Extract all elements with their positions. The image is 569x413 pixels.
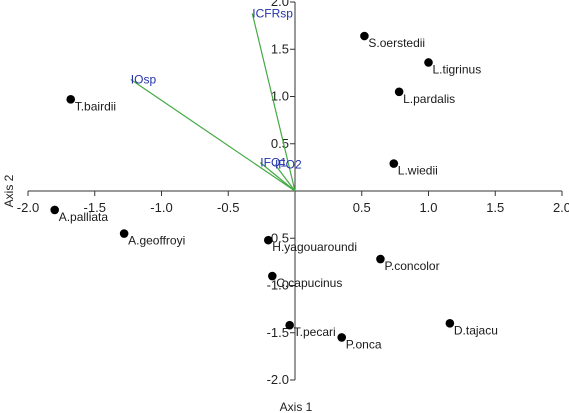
axes: -2.0 -1.5 -1.0 -0.5 0.5 1.0 1.5 2.0 2.0 1.5 1.0 0.5… [17,0,569,387]
point-label: P.onca [346,337,382,351]
y-tick-label: -2.0 [267,372,289,387]
y-tick-label: 1.5 [271,41,289,56]
point-label: A.palliata [59,210,109,224]
point-label: L.pardalis [403,92,455,106]
data-point [285,320,294,330]
x-tick-label: 1.5 [486,200,504,215]
data-point [119,229,129,238]
data-point [268,271,277,281]
x-tick-label: -2.0 [17,200,39,215]
data-point [66,95,76,104]
x-tick-label: 1.0 [419,200,437,215]
point-label: T.bairdii [75,99,116,113]
point-label: C.capucinus [276,276,342,290]
data-point [337,333,347,342]
x-tick-label: -0.5 [217,200,239,215]
data-point [360,31,369,41]
point-label: T.pecari [294,325,336,339]
data-point [424,58,433,67]
vector-label: IOsp [131,72,157,86]
y-tick-label: 0.5 [271,136,289,151]
loading-vector [251,13,296,192]
point-label: A.geoffroyi [128,234,185,248]
y-tick-label: -1.0 [267,278,289,293]
y-axis-title: Axis 2 [2,174,16,207]
y-tick-label: -1.5 [267,325,289,340]
loading-vector [130,78,296,192]
point-label: H.yagouaroundi [272,240,357,254]
data-point [394,87,404,97]
vector-label: IFO2 [275,158,302,172]
data-point [50,205,59,215]
x-tick-label: 0.5 [353,200,371,215]
data-point [389,159,399,168]
vector-label: ICFRsp [252,6,293,20]
point-label: L.wiedii [398,164,438,178]
points: S.oerstedii L.tigrinus L.pardalis T.bairdii… [50,31,498,351]
loading-vector [259,162,296,192]
point-label: S.oerstedii [368,36,425,50]
point-label: P.concolor [384,259,439,273]
x-axis-title: Axis 1 [280,400,313,413]
y-tick-label: 1.0 [271,89,289,104]
y-tick-label: 2.0 [271,0,289,9]
point-label: D.tajacu [454,323,498,337]
data-point [445,319,455,328]
loading-vector [274,164,296,192]
vector-label: IFO1 [260,156,287,170]
x-tick-label: -1.5 [84,200,106,215]
data-point [264,235,273,245]
x-tick-label: 2.0 [553,200,569,215]
point-label: L.tigrinus [433,62,482,76]
data-point [376,254,385,264]
x-tick-label: -1.0 [150,200,172,215]
